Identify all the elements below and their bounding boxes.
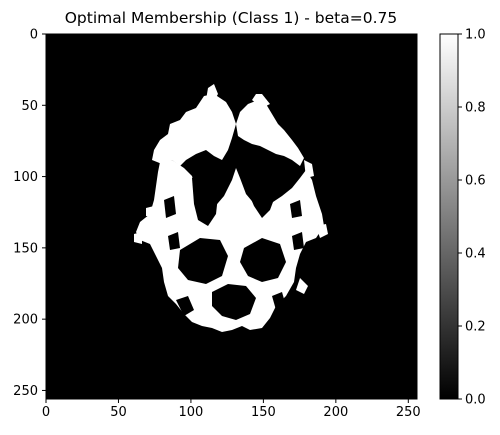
white-matter-frontal-tip-right [252, 94, 270, 108]
interior-dark-side-left [164, 196, 176, 218]
white-matter-left-protrusion-2 [146, 206, 154, 216]
y-tick-label: 0 [30, 28, 38, 43]
white-matter-right-protrusion-3 [296, 278, 308, 294]
plot-frame [45, 33, 418, 400]
white-matter-right-protrusion-2 [316, 224, 328, 238]
white-matter-left-protrusion-1 [134, 232, 142, 244]
colorbar [439, 33, 459, 400]
colorbar-tick-label: 0.0 [465, 393, 486, 408]
white-matter-frontal-tip-left [206, 84, 218, 104]
y-tick-label: 200 [13, 313, 38, 328]
interior-dark-side-right-2 [292, 232, 304, 250]
y-tick-label: 250 [13, 384, 38, 399]
interior-dark-low-left [176, 296, 194, 316]
y-axis: 0 50 100 150 200 250 [13, 28, 46, 399]
white-matter-frontal-right [236, 100, 304, 166]
x-tick-label: 150 [251, 405, 276, 420]
colorbar-tick-label: 0.8 [465, 101, 486, 116]
interior-dark-side-left-2 [168, 232, 180, 250]
heatmap-image [46, 34, 417, 399]
colorbar-tick-label: 0.2 [465, 320, 486, 335]
dark-regions [164, 142, 304, 320]
chart-title: Optimal Membership (Class 1) - beta=0.75 [65, 9, 398, 27]
interior-dark-lower [212, 284, 256, 320]
white-matter-frontal-left [152, 94, 236, 166]
white-matter-right-protrusion-1 [304, 160, 314, 178]
ventricle-left [192, 170, 218, 226]
central-gap-upper [228, 142, 244, 160]
interior-dark-left [178, 238, 228, 284]
interior-dark-low-right [272, 292, 286, 310]
colorbar-tick-label: 0.6 [465, 174, 486, 189]
colorbar-tick-label: 1.0 [465, 28, 486, 43]
x-tick-label: 100 [179, 405, 204, 420]
y-tick-label: 100 [13, 170, 38, 185]
interior-dark-side-right [290, 200, 302, 218]
x-tick-label: 250 [396, 405, 421, 420]
ventricle-right [248, 170, 276, 218]
y-tick-label: 150 [13, 241, 38, 256]
white-matter-central [136, 160, 324, 332]
white-matter-region [134, 84, 328, 332]
x-tick-label: 0 [42, 405, 50, 420]
colorbar-axis: 0.0 0.2 0.4 0.6 0.8 1.0 [458, 28, 486, 408]
interior-dark-right [240, 238, 286, 282]
x-tick-label: 200 [323, 405, 348, 420]
colorbar-tick-label: 0.4 [465, 247, 486, 262]
y-tick-label: 50 [21, 99, 38, 114]
x-tick-label: 50 [110, 405, 127, 420]
x-axis: 0 50 100 150 200 250 [42, 399, 421, 420]
